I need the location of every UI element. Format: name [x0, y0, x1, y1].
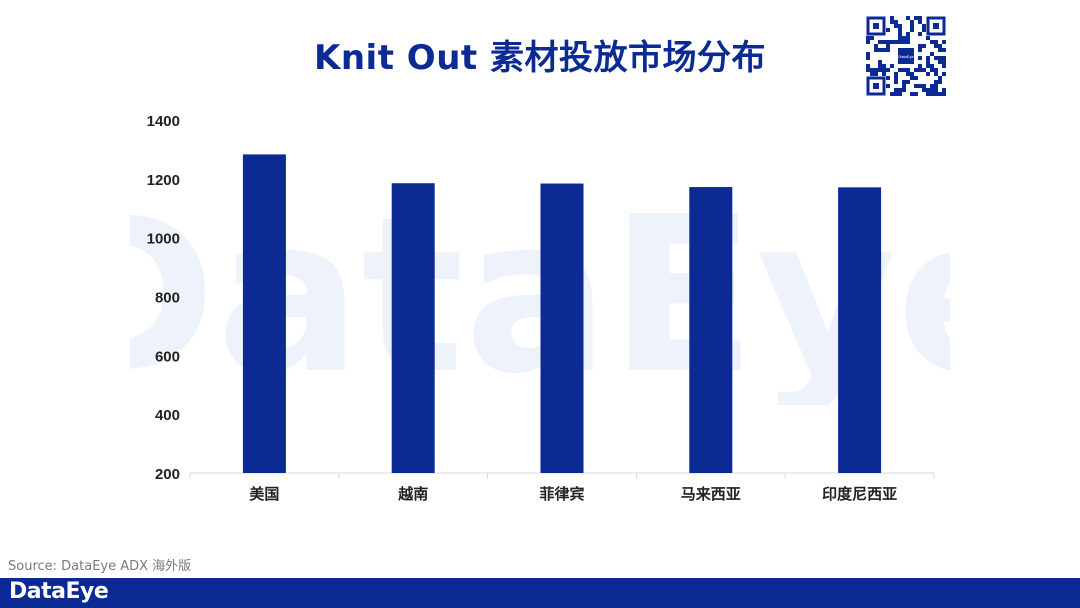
bar [540, 183, 584, 474]
y-tick-label: 1200 [147, 172, 180, 189]
source-note: Source: DataEye ADX 海外版 [8, 559, 192, 574]
x-tick-label: 印度尼西亚 [822, 485, 897, 503]
y-tick-label: 800 [155, 290, 180, 307]
qr-code: DataEye [866, 16, 946, 96]
x-tick-label: 越南 [397, 485, 428, 503]
y-tick-label: 1000 [147, 231, 180, 248]
x-tick-label: 菲律宾 [539, 485, 584, 503]
y-tick-label: 400 [155, 407, 180, 424]
x-tick-label: 美国 [249, 485, 279, 503]
bar [242, 154, 286, 474]
y-tick-label: 1400 [147, 113, 180, 130]
x-tick-label: 马来西亚 [681, 485, 741, 503]
footer-logo: DataEye [9, 579, 109, 604]
footer-bar: DataEye [0, 578, 1080, 608]
qr-center-label: DataEye [898, 54, 914, 59]
y-tick-label: 600 [155, 348, 180, 365]
bar [689, 187, 733, 473]
chart-title: Knit Out 素材投放市场分布 [314, 38, 766, 78]
bar [838, 187, 882, 473]
bar [391, 183, 435, 473]
y-tick-label: 200 [155, 466, 180, 483]
